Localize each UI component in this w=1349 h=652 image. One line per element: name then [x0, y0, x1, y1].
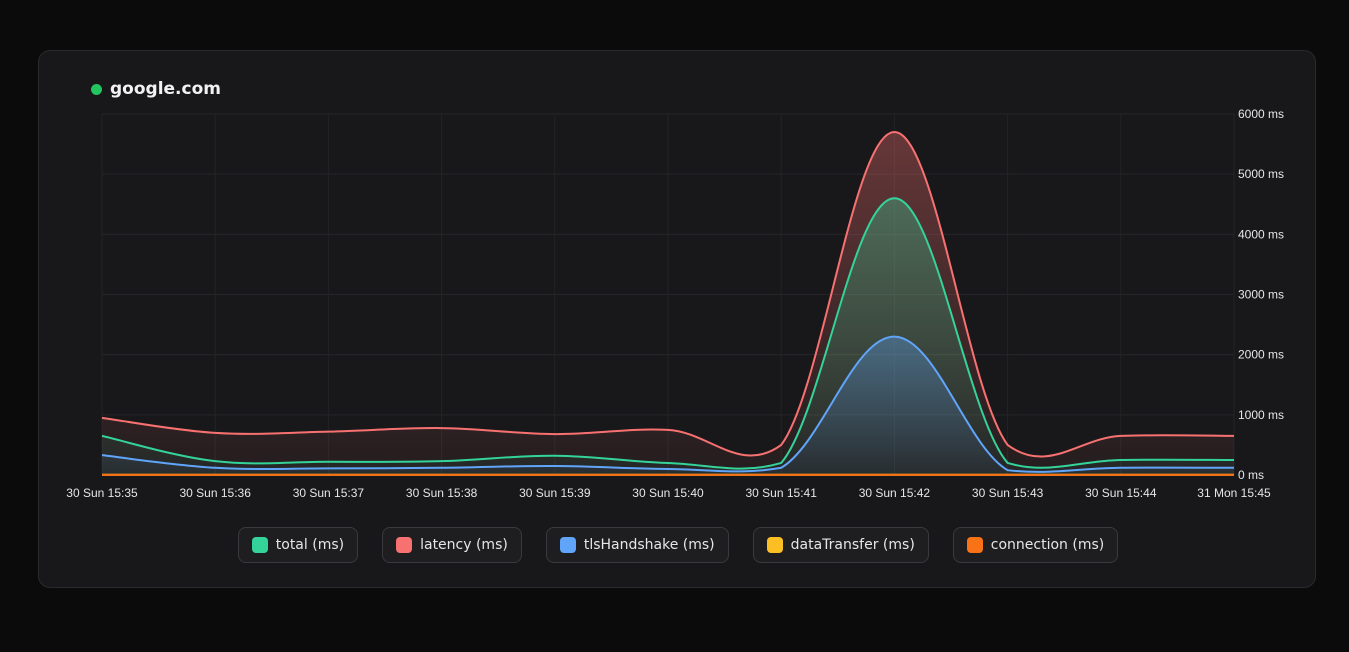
x-tick-label: 30 Sun 15:41 — [745, 486, 817, 500]
y-tick-label: 5000 ms — [1238, 167, 1284, 181]
x-tick-label: 30 Sun 15:39 — [519, 486, 591, 500]
legend-swatch — [766, 537, 783, 553]
chart-title: google.com — [110, 79, 221, 99]
chart-card: google.com 0 ms 1000 ms 2000 ms 3000 ms 4000… — [38, 50, 1316, 588]
legend-item-connection[interactable]: connection (ms) — [952, 527, 1119, 563]
y-tick-label: 1000 ms — [1238, 408, 1284, 422]
x-tick-label: 30 Sun 15:38 — [406, 486, 478, 500]
x-tick-label: 30 Sun 15:43 — [972, 486, 1044, 500]
legend-label: dataTransfer (ms) — [790, 537, 915, 553]
chart-legend: total (ms) latency (ms) tlsHandshake (ms) d… — [39, 527, 1317, 563]
y-tick-label: 6000 ms — [1238, 107, 1284, 121]
series-line-0 — [101, 131, 1235, 458]
y-tick-label: 2000 ms — [1238, 348, 1284, 362]
series-line-1 — [101, 197, 1235, 470]
legend-label: connection (ms) — [990, 537, 1105, 553]
series-line-2 — [101, 335, 1235, 473]
legend-label: tlsHandshake (ms) — [583, 537, 715, 553]
legend-swatch — [559, 537, 576, 553]
y-tick-label: 0 ms — [1238, 468, 1264, 482]
legend-item-total[interactable]: total (ms) — [237, 527, 359, 563]
legend-swatch — [396, 537, 413, 553]
x-tick-label: 30 Sun 15:40 — [632, 486, 704, 500]
legend-swatch — [251, 537, 268, 553]
y-tick-label: 3000 ms — [1238, 288, 1284, 302]
x-tick-label: 30 Sun 15:36 — [179, 486, 251, 500]
x-axis-ticks: 30 Sun 15:35 30 Sun 15:36 30 Sun 15:37 30 S… — [66, 486, 1271, 500]
x-tick-label: 31 Mon 15:45 — [1197, 486, 1271, 500]
legend-label: latency (ms) — [420, 537, 508, 553]
series-lines — [101, 131, 1235, 476]
chart-header: google.com — [91, 79, 221, 99]
y-axis-ticks: 0 ms 1000 ms 2000 ms 3000 ms 4000 ms 5000 ms 6… — [1238, 107, 1284, 482]
legend-label: total (ms) — [275, 537, 345, 553]
chart-grid — [101, 113, 1235, 476]
x-tick-label: 30 Sun 15:37 — [293, 486, 365, 500]
series-area-2 — [102, 336, 1234, 475]
status-dot-icon — [91, 83, 102, 95]
y-tick-label: 4000 ms — [1238, 227, 1284, 241]
legend-item-datatransfer[interactable]: dataTransfer (ms) — [752, 527, 929, 563]
x-tick-label: 30 Sun 15:42 — [859, 486, 931, 500]
legend-item-tlshandshake[interactable]: tlsHandshake (ms) — [545, 527, 729, 563]
legend-swatch — [966, 537, 983, 553]
x-tick-label: 30 Sun 15:44 — [1085, 486, 1157, 500]
response-time-chart: 0 ms 1000 ms 2000 ms 3000 ms 4000 ms 5000 ms 6… — [66, 107, 1284, 500]
legend-item-latency[interactable]: latency (ms) — [382, 527, 522, 563]
x-tick-label: 30 Sun 15:35 — [66, 486, 138, 500]
